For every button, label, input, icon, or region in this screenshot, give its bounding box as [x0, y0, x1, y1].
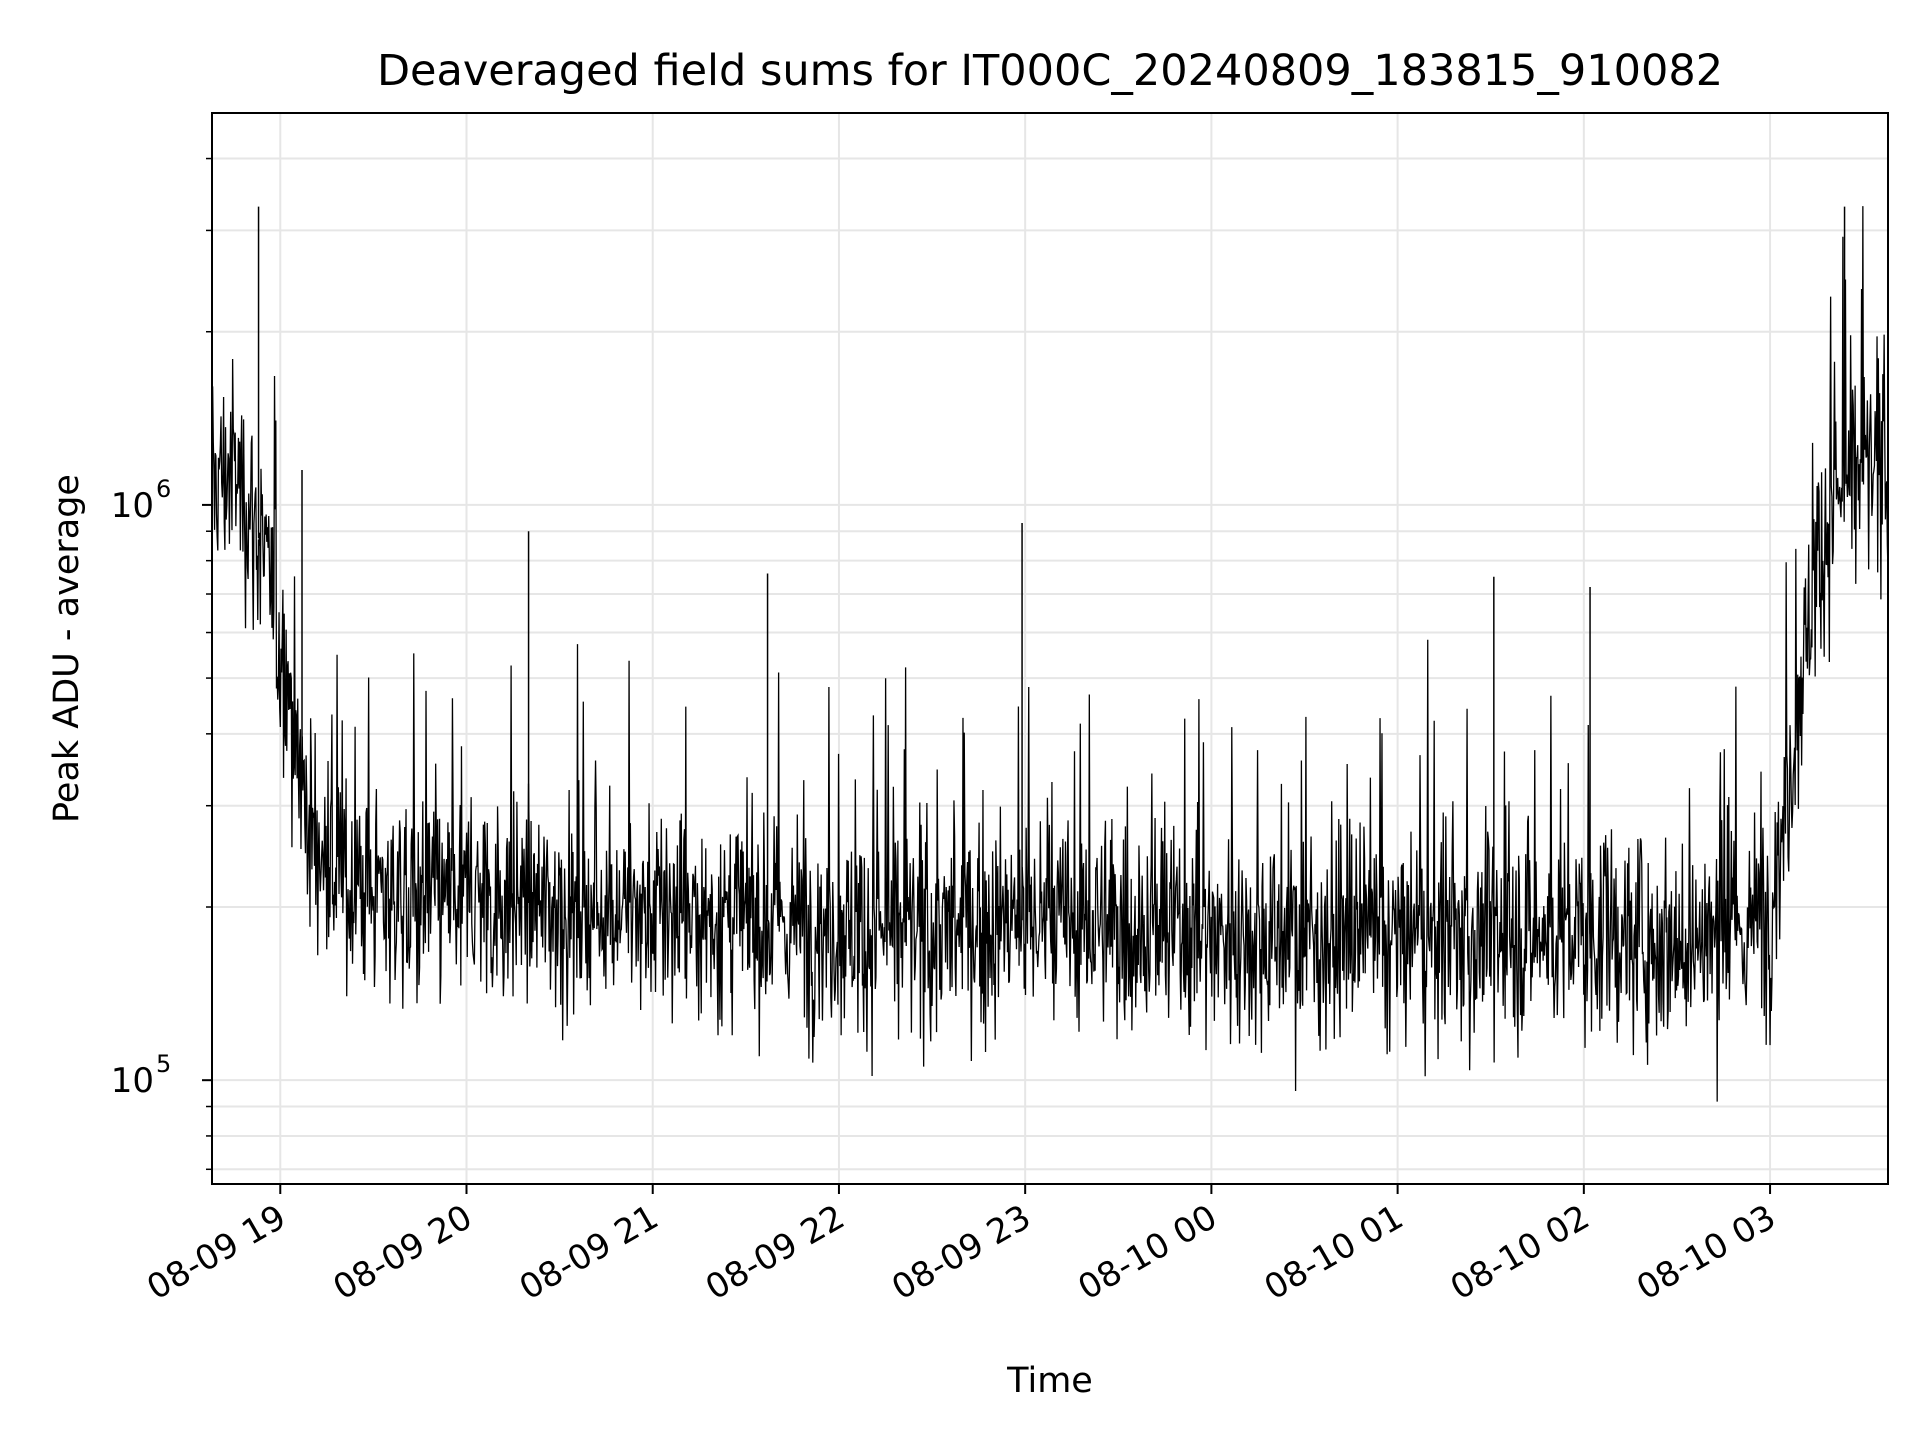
series-group — [211, 206, 1889, 1102]
series-line — [211, 206, 1889, 1102]
x-axis-label: Time — [1006, 1361, 1093, 1401]
y-tick-label: 10 — [111, 486, 154, 526]
y-tick-exponent: 5 — [156, 1050, 171, 1078]
y-axis-label: Peak ADU - average — [47, 474, 87, 823]
y-tick-exponent: 6 — [156, 475, 171, 503]
y-tick-label: 10 — [111, 1061, 154, 1101]
grid-lines — [212, 113, 1888, 1184]
chart-title: Deaveraged field sums for IT000C_2024080… — [377, 46, 1723, 96]
plot-frame — [211, 112, 1889, 1185]
